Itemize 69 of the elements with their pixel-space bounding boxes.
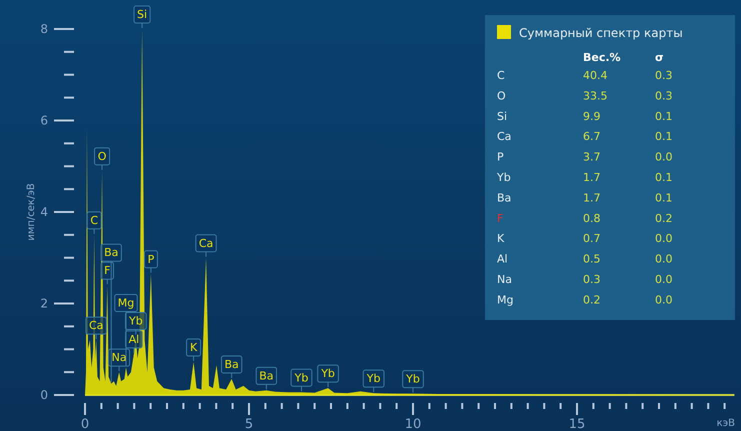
data-label: 0.1 — [655, 130, 672, 144]
category-label: C — [497, 69, 505, 82]
category-label: Yb — [496, 171, 511, 184]
data-label: 0.5 — [583, 252, 600, 266]
data-label: 0.2 — [583, 293, 600, 306]
data-label: 0.0 — [655, 150, 672, 164]
annotation: Si — [137, 8, 148, 21]
data-label: 0.2 — [655, 212, 672, 225]
annotation: P — [148, 252, 155, 266]
annotation: Al — [128, 332, 140, 346]
y-tick-label: 2 — [40, 296, 48, 310]
category-label: Si — [497, 110, 508, 123]
annotation: K — [190, 341, 198, 354]
data-label: 0.0 — [655, 232, 672, 246]
annotation: O — [98, 150, 107, 163]
annotation: Ba — [104, 246, 118, 260]
data-label: 0.3 — [655, 69, 672, 82]
x-axis-title: кэВ — [716, 418, 736, 429]
data-label: 3.7 — [583, 150, 600, 164]
category-label: Na — [497, 273, 512, 286]
y-tick-label: 0 — [40, 388, 48, 402]
annotation: Yb — [366, 372, 381, 386]
category-label: Ba — [497, 191, 512, 204]
category-label: Al — [497, 252, 508, 266]
data-label: 9.9 — [583, 110, 600, 123]
category-label: Ca — [497, 130, 512, 144]
annotation: Yb — [320, 367, 335, 380]
y-tick-label: 4 — [40, 205, 48, 219]
x-tick-label: 5 — [244, 417, 254, 431]
category-label: P — [497, 150, 504, 164]
annotation: C — [90, 214, 98, 227]
annotation: Yb — [294, 371, 308, 384]
x-tick-label: 0 — [80, 417, 90, 431]
category-label: O — [497, 89, 506, 102]
legend-label: Суммарный спектр карты — [519, 26, 683, 40]
annotation: F — [104, 264, 110, 278]
annotation: Na — [112, 351, 127, 364]
data-label: 0.0 — [655, 252, 672, 266]
data-label: 0.7 — [583, 232, 600, 246]
y-axis-title: имп/сек/эВ — [26, 183, 37, 241]
data-label: 0.8 — [583, 212, 600, 225]
data-label: 0.3 — [655, 89, 672, 102]
y-tick-label: 8 — [40, 22, 48, 36]
category-label: F — [497, 212, 504, 225]
data-label: 1.7 — [583, 191, 600, 204]
x-tick-label: 15 — [568, 417, 586, 431]
annotation: Ba — [259, 369, 274, 382]
data-label: 1.7 — [583, 171, 600, 184]
annotation: Yb — [128, 314, 143, 328]
annotation: Mg — [118, 296, 134, 310]
data-label: 33.5 — [583, 89, 608, 102]
data-label: 6.7 — [583, 130, 600, 144]
data-label: 0.3 — [583, 273, 600, 286]
data-label: 0.0 — [655, 273, 672, 286]
data-label: 0.1 — [655, 171, 672, 184]
annotation: Yb — [405, 372, 420, 386]
data-label: 40.4 — [583, 69, 608, 82]
category-label: K — [497, 232, 505, 246]
x-tick-label: 10 — [404, 417, 422, 431]
text: σ — [655, 51, 664, 64]
text: Вес.% — [583, 51, 621, 64]
data-label: 0.0 — [655, 293, 672, 306]
data-label: 0.1 — [655, 191, 672, 204]
annotation: Ba — [224, 358, 239, 371]
annotation: Ca — [88, 319, 104, 332]
category-label: Mg — [497, 293, 514, 306]
y-tick-label: 6 — [40, 114, 48, 128]
annotation: Ca — [198, 236, 214, 250]
data-label: 0.1 — [655, 110, 672, 123]
